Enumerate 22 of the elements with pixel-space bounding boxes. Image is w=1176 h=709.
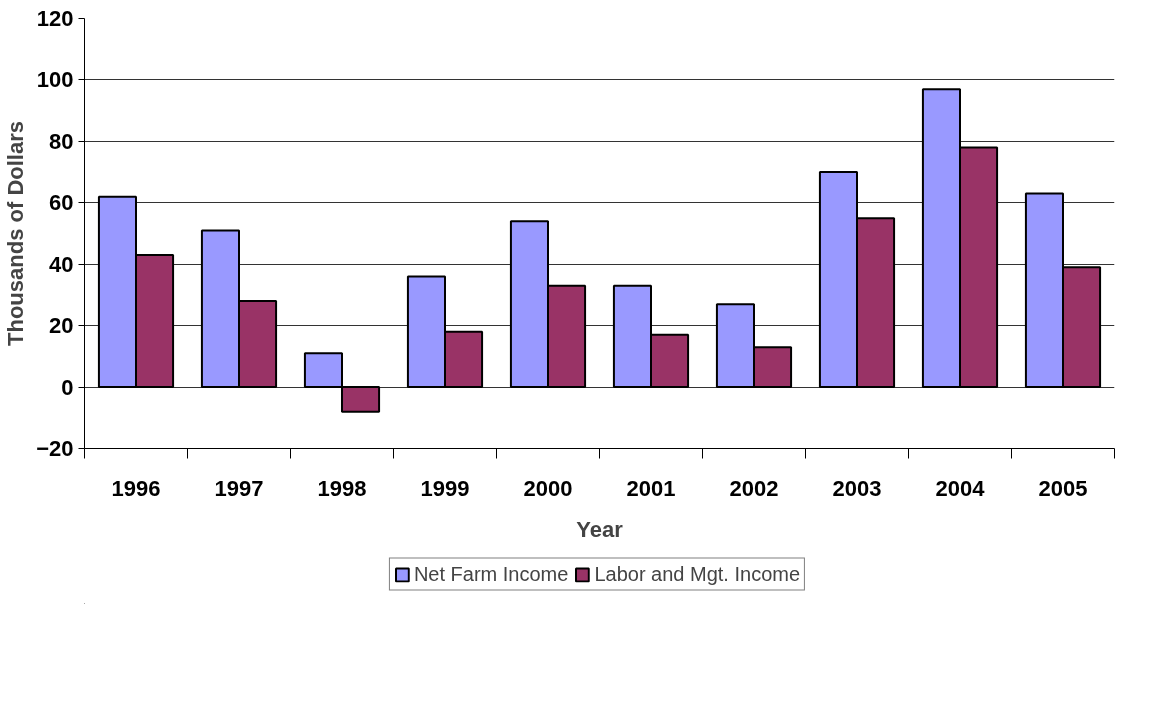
x-tick-label: 2000 <box>523 475 573 501</box>
y-tick-label: 20 <box>49 313 74 339</box>
x-tick-label: 1999 <box>420 475 470 501</box>
y-tick-label: 80 <box>49 128 74 154</box>
x-tick-label: 2003 <box>832 475 882 501</box>
y-tick-label: 0 <box>61 374 74 400</box>
legend-label: Net Farm Income <box>413 562 569 586</box>
y-tick-label: 60 <box>49 190 74 216</box>
y-tick-label: 120 <box>36 6 74 31</box>
x-tick-label: 1996 <box>111 475 161 501</box>
y-tick-label: 40 <box>49 251 74 277</box>
x-tick-label: 1998 <box>317 475 367 501</box>
x-axis-title: Year <box>576 516 624 542</box>
legend-label: Labor and Mgt. Income <box>594 562 801 586</box>
y-axis-title: Thousands of Dollars <box>3 121 29 346</box>
x-tick-label: 2002 <box>729 475 779 501</box>
x-tick-label: 2004 <box>935 475 986 501</box>
x-tick-label: 2005 <box>1038 475 1088 501</box>
x-tick-label: 2001 <box>626 475 676 501</box>
y-tick-label: −20 <box>36 436 74 461</box>
y-tick-label: 100 <box>36 67 74 93</box>
x-tick-label: 1997 <box>214 475 264 501</box>
